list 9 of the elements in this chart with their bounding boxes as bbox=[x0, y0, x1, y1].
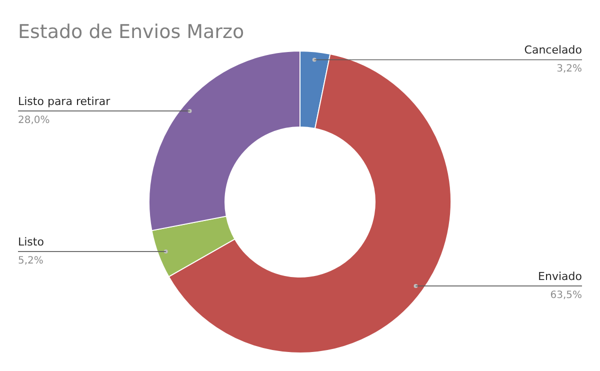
data-label: 3,2% bbox=[556, 64, 582, 75]
data-label: 63,5% bbox=[550, 290, 582, 301]
slice-label: Cancelado bbox=[524, 44, 582, 57]
slice-label: Listo bbox=[18, 236, 44, 249]
slice-label: Listo para retirar bbox=[18, 94, 111, 108]
data-label: 28,0% bbox=[18, 114, 50, 126]
chart-title: Estado de Envios Marzo bbox=[18, 21, 244, 43]
data-label: 5,2% bbox=[18, 256, 44, 267]
slice-label: Enviado bbox=[538, 270, 582, 283]
